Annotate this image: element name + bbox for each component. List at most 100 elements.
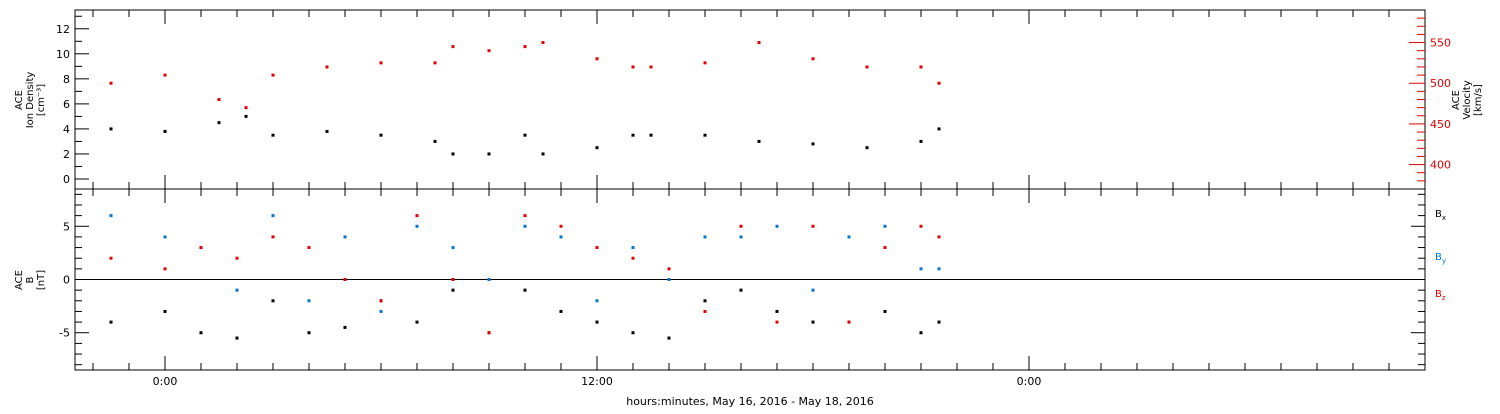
bx-point xyxy=(937,320,941,324)
bz-point xyxy=(883,246,887,250)
bz-point xyxy=(487,331,491,335)
density-point xyxy=(919,139,923,143)
by-point xyxy=(235,288,239,292)
velocity-point xyxy=(649,65,653,69)
bz-point xyxy=(199,246,203,250)
by-series xyxy=(109,214,941,313)
bx-point xyxy=(307,331,311,335)
bz-point xyxy=(739,224,743,228)
bx-point xyxy=(559,309,563,313)
density-point xyxy=(757,139,761,143)
bz-point xyxy=(271,235,275,239)
bz-point xyxy=(775,320,779,324)
by-point xyxy=(919,267,923,271)
top-left-tick-label: 2 xyxy=(63,148,70,161)
bz-point xyxy=(559,224,563,228)
legend-bz: Bz xyxy=(1435,289,1446,302)
bx-point xyxy=(163,309,167,313)
top-right-axis-label: ACE Velocity [km/s] xyxy=(1451,80,1484,119)
by-point xyxy=(883,224,887,228)
velocity-point xyxy=(271,73,275,77)
velocity-point xyxy=(595,57,599,61)
bottom-tick-label: 5 xyxy=(63,220,70,233)
bx-point xyxy=(343,325,347,329)
velocity-point xyxy=(163,73,167,77)
velocity-point xyxy=(451,45,455,49)
bx-series xyxy=(109,288,941,340)
top-right-tick-label: 500 xyxy=(1430,77,1451,90)
bx-point xyxy=(775,309,779,313)
bz-point xyxy=(703,309,707,313)
bz-point xyxy=(631,256,635,260)
bz-point xyxy=(451,278,455,281)
density-point xyxy=(451,152,455,156)
by-point xyxy=(775,224,779,228)
top-right-axis-label-line: [km/s] xyxy=(1473,84,1484,116)
density-point xyxy=(487,152,491,156)
bz-point xyxy=(811,224,815,228)
top-right-axis-label-line: Velocity xyxy=(1462,80,1473,119)
bz-point xyxy=(919,224,923,228)
velocity-point xyxy=(541,41,545,45)
velocity-point xyxy=(244,106,248,110)
by-point xyxy=(595,299,599,303)
velocity-point xyxy=(433,61,437,65)
bx-point xyxy=(739,288,743,292)
legend-subscript: y xyxy=(1442,257,1446,265)
top-left-axis-label-line: [cm⁻³] xyxy=(36,84,47,116)
density-point xyxy=(865,146,869,150)
by-point xyxy=(487,278,491,281)
top-left-axis-label: ACE Ion Density [cm⁻³] xyxy=(14,72,47,129)
bz-point xyxy=(163,267,167,271)
velocity-point xyxy=(217,98,221,101)
top-left-tick-label: 4 xyxy=(63,123,70,136)
density-point xyxy=(595,146,599,150)
velocity-point xyxy=(919,65,923,69)
by-point xyxy=(847,235,851,239)
by-point xyxy=(307,299,311,303)
by-point xyxy=(739,235,743,239)
bz-point xyxy=(379,299,383,303)
density-series xyxy=(109,114,941,156)
x-axis-label: hours:minutes, May 16, 2016 - May 18, 20… xyxy=(626,395,874,408)
bottom-axis-label-line: B xyxy=(25,276,36,283)
by-point xyxy=(271,214,275,218)
velocity-point xyxy=(325,65,329,69)
top-left-axis-label-line: ACE xyxy=(14,90,25,110)
bz-point xyxy=(235,256,239,260)
bx-point xyxy=(595,320,599,324)
bx-point xyxy=(109,320,113,324)
bx-point xyxy=(451,288,455,292)
x-tick-label: 0:00 xyxy=(1017,375,1042,388)
bx-point xyxy=(883,309,887,313)
by-point xyxy=(631,246,635,250)
bz-series xyxy=(109,214,941,335)
bz-point xyxy=(343,278,347,281)
by-point xyxy=(703,235,707,239)
bx-point xyxy=(235,336,239,340)
density-point xyxy=(541,152,545,156)
bz-point xyxy=(667,267,671,271)
bz-point xyxy=(847,320,851,324)
velocity-point xyxy=(703,61,707,65)
bz-point xyxy=(307,246,311,250)
bz-point xyxy=(595,246,599,250)
top-panel-frame xyxy=(74,9,1426,190)
legend-bx: Bx xyxy=(1435,209,1446,222)
bx-point xyxy=(919,331,923,335)
bottom-axis-label: ACE B [nT] xyxy=(14,270,47,290)
density-point xyxy=(937,127,941,131)
bz-point xyxy=(109,256,113,260)
bz-point xyxy=(523,214,527,218)
x-tick-label: 12:00 xyxy=(581,375,613,388)
top-left-tick-label: 12 xyxy=(56,23,70,36)
velocity-point xyxy=(523,45,527,49)
density-point xyxy=(217,121,221,125)
by-point xyxy=(523,224,527,228)
density-point xyxy=(109,127,113,131)
by-point xyxy=(343,235,347,239)
by-point xyxy=(163,235,167,239)
density-point xyxy=(163,129,167,133)
top-left-tick-label: 10 xyxy=(56,48,70,61)
